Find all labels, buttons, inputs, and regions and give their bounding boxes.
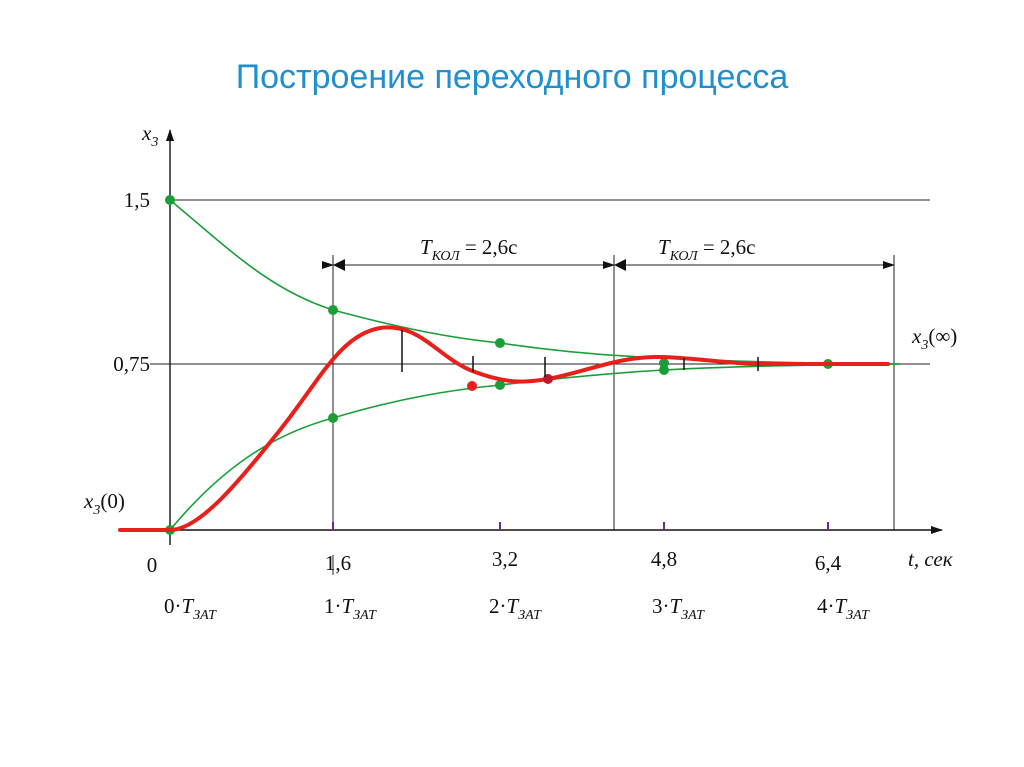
sub: 3	[92, 503, 100, 518]
var: x	[83, 489, 94, 513]
main: T	[182, 594, 195, 618]
main: T	[670, 594, 683, 618]
x-tick: 1,6	[325, 551, 351, 575]
sub: 3	[150, 135, 158, 150]
var: x	[911, 324, 922, 348]
var: x	[141, 121, 152, 145]
suffix: = 2,6c	[460, 235, 518, 259]
prefix: 2·	[489, 594, 507, 618]
main: T	[835, 594, 848, 618]
x-axis-label: t, сек	[908, 547, 953, 571]
main: T	[507, 594, 520, 618]
t-label: 4·TЗАТ	[817, 594, 870, 623]
prefix: 1·	[324, 594, 342, 618]
y-axis-label: x3	[141, 121, 158, 150]
var: T	[420, 235, 433, 259]
suffix: (∞)	[928, 324, 957, 348]
sub: ЗАТ	[846, 608, 870, 623]
prefix: 4·	[817, 594, 835, 618]
suffix: (0)	[100, 489, 125, 513]
sub: ЗАТ	[193, 608, 217, 623]
var: T	[658, 235, 671, 259]
response-curve	[118, 325, 890, 532]
prefix: 3·	[652, 594, 670, 618]
sub: ЗАТ	[353, 608, 377, 623]
t-label: 2·TЗАТ	[489, 594, 542, 623]
labels: x3 1,5 0,75 x3(0) x3(∞) 0 1,6 3,2 4,8 6,…	[83, 121, 957, 623]
y-label: 1,5	[124, 188, 150, 212]
main: T	[342, 594, 355, 618]
x-tick: 3,2	[492, 547, 518, 571]
x0-label: x3(0)	[83, 489, 125, 518]
t-label: 0·TЗАТ	[164, 594, 217, 623]
suffix: = 2,6c	[698, 235, 756, 259]
x-tick: 6,4	[815, 551, 842, 575]
t-label: 3·TЗАТ	[652, 594, 705, 623]
sub: КОЛ	[669, 249, 699, 264]
sub: КОЛ	[431, 249, 461, 264]
axes	[120, 129, 943, 575]
y-label: 0,75	[113, 352, 150, 376]
x-tick: 0	[147, 553, 158, 577]
period-label: TКОЛ = 2,6c	[420, 235, 518, 264]
xinf-label: x3(∞)	[911, 324, 957, 353]
sub: ЗАТ	[681, 608, 705, 623]
t-label: 1·TЗАТ	[324, 594, 377, 623]
sub: 3	[920, 338, 928, 353]
period-label: TКОЛ = 2,6c	[658, 235, 756, 264]
sub: ЗАТ	[518, 608, 542, 623]
x-tick: 4,8	[651, 547, 677, 571]
prefix: 0·	[164, 594, 182, 618]
title: Построение переходного процесса	[236, 58, 789, 96]
